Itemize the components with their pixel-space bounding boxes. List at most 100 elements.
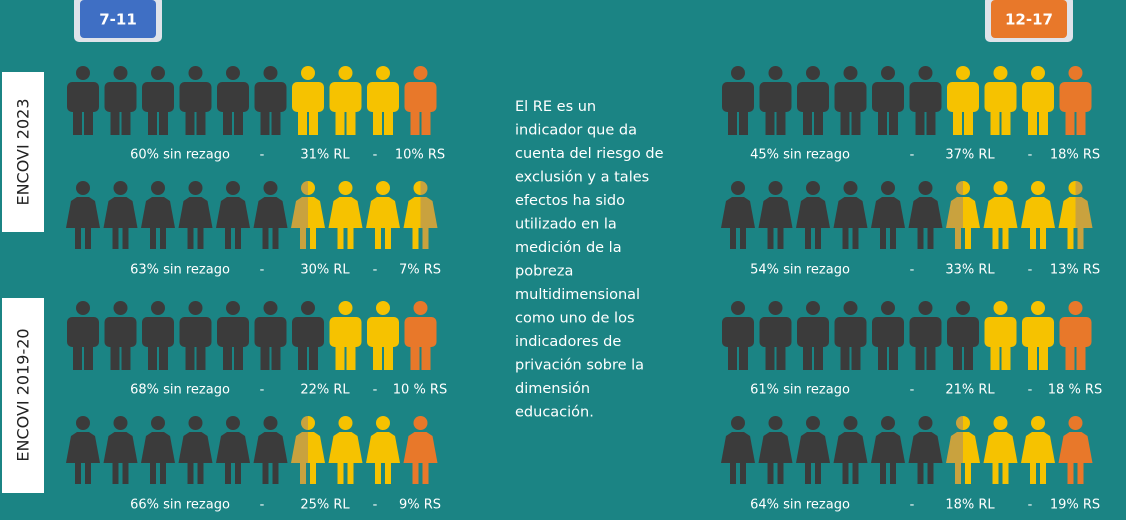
person-icon (908, 416, 943, 484)
leg (990, 109, 1000, 135)
figure-part (216, 181, 250, 249)
figure-part (366, 416, 400, 484)
description-line: medición de la (515, 240, 622, 256)
head (843, 416, 858, 430)
head (993, 66, 1008, 80)
torso (1059, 317, 1092, 347)
description-line: cuenta del riesgo de (515, 146, 664, 162)
separator: - (373, 148, 378, 163)
dress (366, 432, 400, 463)
figure-part (403, 416, 438, 484)
figure-part (103, 416, 138, 484)
leg (953, 344, 962, 370)
dress (103, 432, 138, 463)
leg (917, 462, 924, 484)
figure-part (66, 416, 100, 484)
leg (260, 109, 270, 135)
head (226, 301, 240, 315)
row-label: 68% sin rezago (130, 383, 230, 398)
head (956, 301, 970, 315)
person-icon (329, 66, 362, 135)
leg (234, 344, 243, 370)
head (301, 66, 315, 80)
leg (739, 344, 748, 370)
separator: - (1028, 498, 1033, 513)
dress (328, 432, 363, 463)
leg (1067, 462, 1074, 484)
dress (291, 432, 308, 463)
figure-part (329, 301, 362, 370)
dress (253, 197, 288, 228)
badge-right (991, 0, 1067, 38)
torso (104, 317, 137, 347)
leg (235, 462, 241, 484)
person-icon (833, 181, 868, 249)
head (376, 66, 390, 80)
figure-part (984, 66, 1017, 135)
leg (964, 344, 973, 370)
leg (110, 109, 120, 135)
head (113, 301, 128, 315)
leg (878, 109, 887, 135)
leg (347, 462, 354, 484)
head (301, 181, 308, 195)
dress (796, 432, 830, 463)
person-icon (142, 301, 174, 370)
person-icon (179, 301, 212, 370)
leg (112, 462, 119, 484)
head (993, 181, 1008, 195)
person-icon (1021, 181, 1055, 249)
head (188, 66, 203, 80)
leg (337, 227, 344, 249)
head (806, 181, 820, 195)
head (806, 301, 820, 315)
leg (777, 227, 784, 249)
figure-part (1022, 301, 1054, 370)
person-icon (1058, 181, 1093, 249)
person-icon (947, 301, 979, 370)
person-icon (834, 66, 867, 135)
figure-part (367, 301, 399, 370)
leg (73, 109, 82, 135)
head (731, 416, 745, 430)
leg (121, 344, 131, 370)
leg (421, 109, 431, 135)
leg (739, 109, 748, 135)
person-icon (909, 66, 942, 135)
figure-part (67, 301, 99, 370)
leg (992, 227, 999, 249)
leg (300, 227, 306, 249)
torso (1022, 317, 1054, 347)
torso (797, 82, 829, 112)
torso (254, 82, 287, 112)
head (918, 66, 933, 80)
row-label: 18% RL (945, 498, 995, 513)
leg (84, 344, 93, 370)
leg (814, 109, 823, 135)
leg (384, 344, 393, 370)
person-icon (872, 301, 904, 370)
leg (915, 109, 925, 135)
leg (803, 344, 812, 370)
separator: - (373, 498, 378, 513)
figure-part (722, 301, 754, 370)
head (151, 181, 165, 195)
row-label: 22% RL (300, 383, 350, 398)
head (1068, 416, 1083, 430)
figure-part (1058, 416, 1093, 484)
torso (217, 82, 249, 112)
head (881, 181, 895, 195)
dress (963, 197, 980, 228)
figure-part (1075, 181, 1093, 249)
leg (992, 462, 999, 484)
leg (373, 109, 382, 135)
torso (834, 82, 867, 112)
dress (721, 432, 755, 463)
head (993, 416, 1008, 430)
leg (187, 462, 194, 484)
leg (310, 227, 316, 249)
leg (890, 227, 896, 249)
dress (216, 197, 250, 228)
figure-part (872, 66, 904, 135)
leg (815, 462, 821, 484)
